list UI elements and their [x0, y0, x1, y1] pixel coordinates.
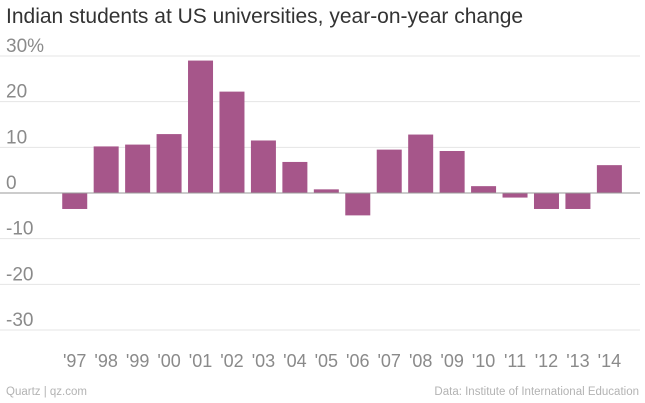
y-tick-label: -30 [6, 310, 33, 331]
chart-title: Indian students at US universities, year… [6, 5, 524, 28]
y-tick-label: 0 [6, 173, 17, 194]
footer-credit: Quartz | qz.com [6, 386, 87, 398]
gridlines [0, 55, 640, 331]
bar-06 [345, 193, 371, 216]
x-tick-label: '13 [566, 351, 589, 371]
x-tick-label: '10 [472, 351, 495, 371]
x-tick-label: '12 [535, 351, 558, 371]
bar-99 [125, 144, 151, 193]
bar-11 [502, 193, 528, 198]
y-tick-label: 30% [6, 36, 44, 57]
x-tick-label: '99 [126, 351, 149, 371]
x-tick-label: '14 [598, 351, 621, 371]
x-tick-label: '08 [409, 351, 432, 371]
x-tick-label: '00 [157, 351, 180, 371]
y-tick-label: -10 [6, 219, 33, 240]
x-tick-label: '07 [377, 351, 400, 371]
bar-08 [408, 134, 434, 193]
bar-12 [533, 193, 559, 209]
y-axis-tick-labels: 30% 20 10 0 -10 -20 -30 [6, 36, 44, 331]
bars [62, 60, 622, 216]
bar-04 [282, 161, 308, 193]
x-tick-label: '01 [189, 351, 212, 371]
bar-10 [471, 186, 497, 193]
bar-02 [219, 91, 245, 193]
x-tick-label: '02 [220, 351, 243, 371]
bar-09 [439, 150, 465, 193]
x-tick-label: '11 [504, 351, 526, 371]
x-axis-tick-labels: '97 '98 '99 '00 '01 '02 '03 '04 '05 '06 '07 '08 '09 '… [63, 351, 621, 371]
y-tick-label: 20 [6, 82, 27, 103]
x-tick-label: '05 [315, 351, 338, 371]
bar-14 [596, 165, 622, 193]
bar-98 [93, 146, 119, 193]
y-tick-label: -20 [6, 264, 33, 285]
x-tick-label: '03 [252, 351, 275, 371]
x-tick-label: '09 [440, 351, 463, 371]
bar-01 [188, 60, 214, 193]
bar-97 [62, 193, 88, 209]
x-tick-label: '98 [94, 351, 117, 371]
bar-03 [250, 140, 276, 193]
bar-05 [313, 189, 339, 193]
y-tick-label: 10 [6, 127, 27, 148]
x-tick-label: '06 [346, 351, 369, 371]
x-tick-label: '97 [63, 351, 86, 371]
x-tick-label: '04 [283, 351, 306, 371]
bar-07 [376, 149, 402, 193]
bar-13 [565, 193, 591, 209]
footer-source: Data: Institute of International Educati… [434, 386, 639, 398]
bar-00 [156, 134, 182, 193]
